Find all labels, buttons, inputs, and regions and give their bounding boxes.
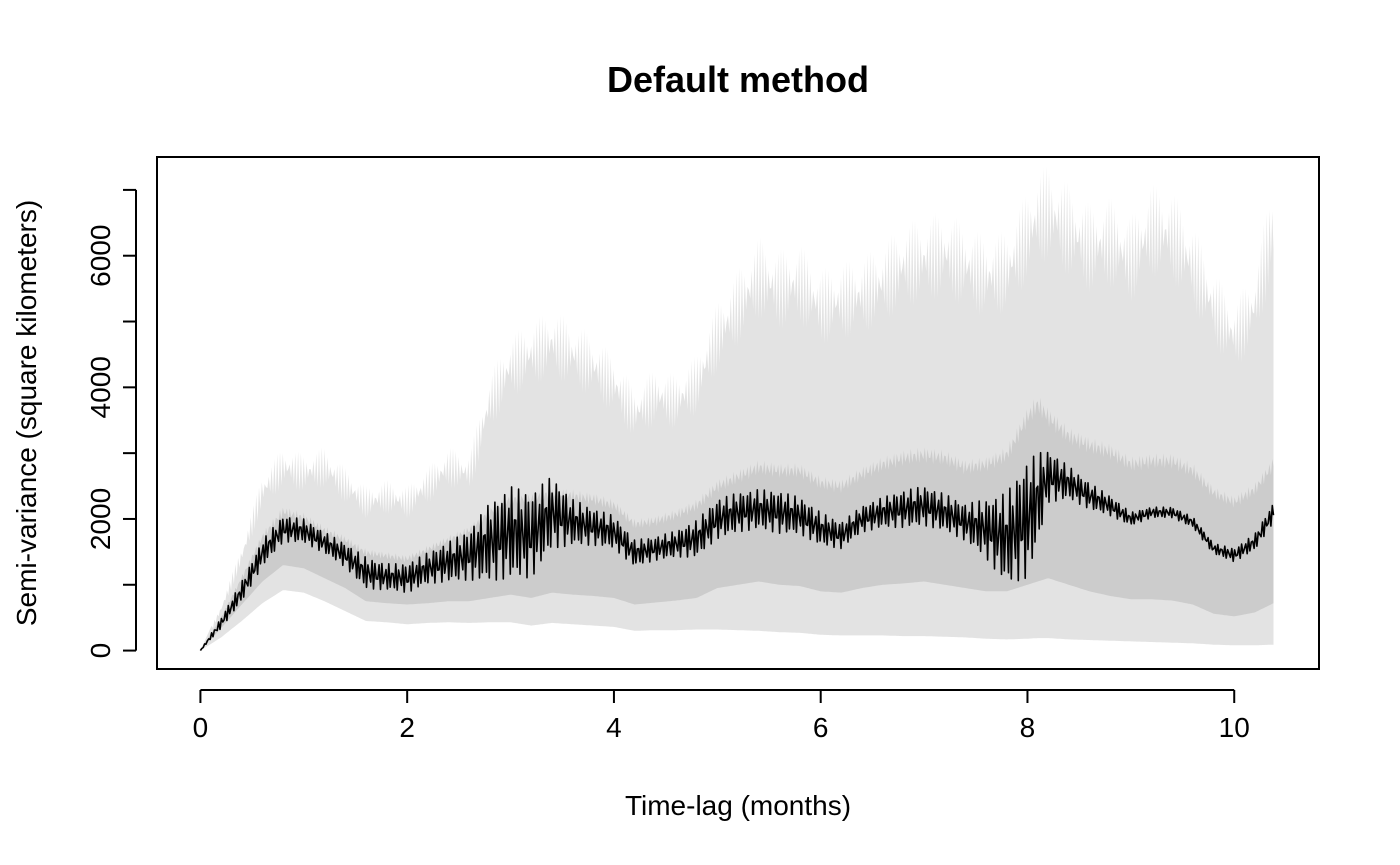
- y-tick-label: 4000: [85, 356, 116, 418]
- y-tick-label: 6000: [85, 225, 116, 287]
- y-tick-label: 0: [85, 643, 116, 659]
- plot-area: [199, 165, 1275, 652]
- y-axis: 0 2000 4000 6000: [85, 188, 137, 659]
- chart-title: Default method: [607, 59, 869, 100]
- inner-confidence-band: [200, 397, 1274, 651]
- y-axis-label: Semi-variance (square kilometers): [11, 200, 42, 626]
- plot-frame: [156, 156, 1320, 670]
- x-tick-label: 4: [606, 712, 622, 743]
- x-axis: 0 2 4 6 8 10: [193, 689, 1250, 743]
- semi-variance-line: [199, 451, 1275, 652]
- x-tick-label: 6: [813, 712, 829, 743]
- x-tick-label: 0: [193, 712, 209, 743]
- x-axis-label: Time-lag (months): [625, 790, 851, 821]
- x-tick-label: 10: [1219, 712, 1250, 743]
- x-tick-label: 2: [399, 712, 415, 743]
- y-tick-label: 2000: [85, 488, 116, 550]
- x-tick-label: 8: [1020, 712, 1036, 743]
